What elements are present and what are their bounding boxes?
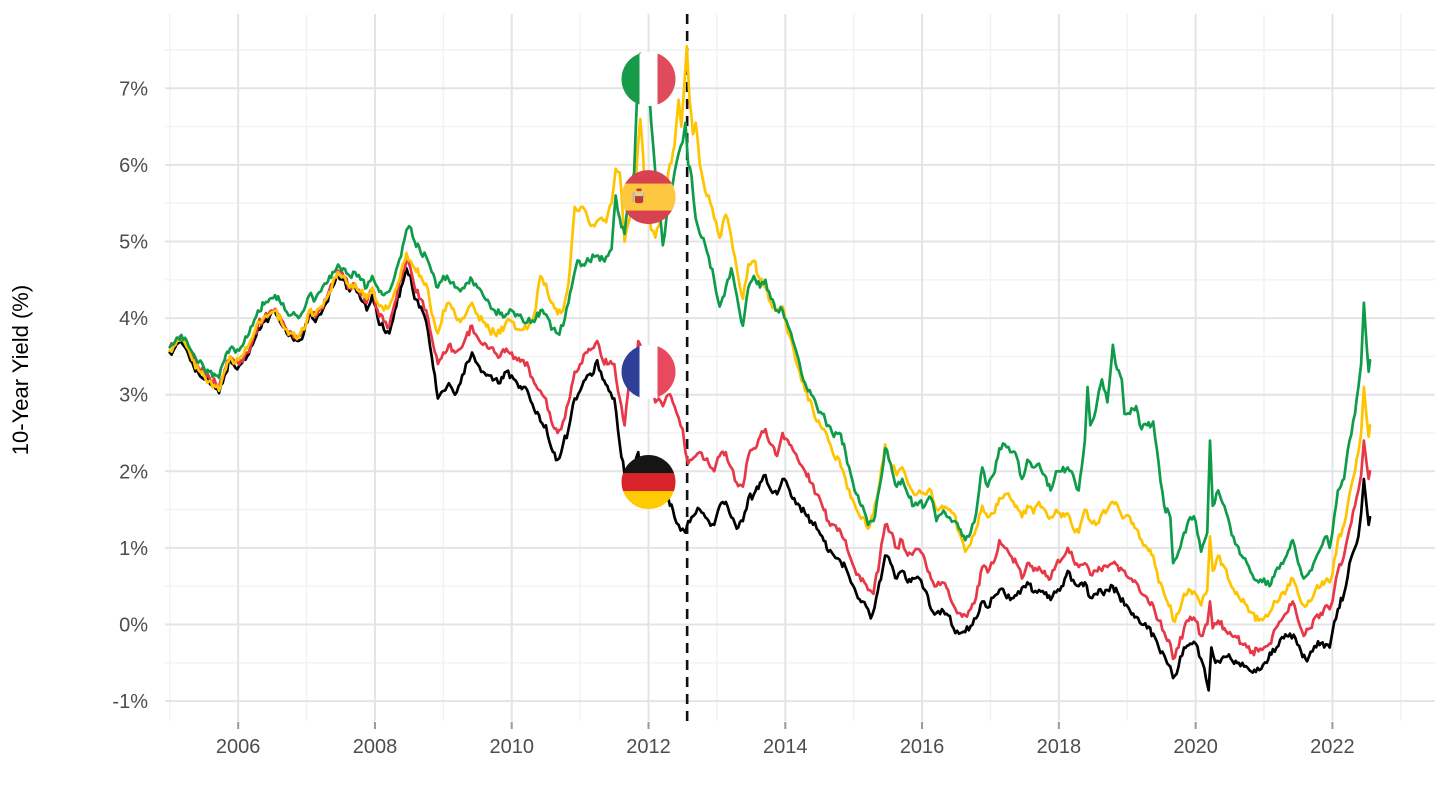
x-axis-tick-label: 2012 xyxy=(626,736,671,758)
y-axis-tick-label: 5% xyxy=(119,231,148,253)
x-axis-ticks xyxy=(237,722,1334,729)
y-axis-tick-label: -1% xyxy=(112,691,148,713)
major-gridlines xyxy=(165,14,1435,721)
x-axis-tick-label: 2010 xyxy=(489,736,534,758)
x-axis-labels: 2006 2008 2010 2012 2014 2016 2018 2020 2022 xyxy=(216,736,1355,758)
country-flag-markers xyxy=(621,52,676,510)
france-flag-icon xyxy=(621,344,676,399)
germany-yield-line xyxy=(168,266,1372,692)
x-axis-tick-label: 2008 xyxy=(353,736,398,758)
y-axis-tick-label: 0% xyxy=(119,614,148,636)
y-axis-tick-label: 6% xyxy=(119,155,148,177)
spain-yield-line xyxy=(168,44,1372,624)
y-axis-tick-label: 1% xyxy=(119,538,148,560)
y-axis-tick-label: 3% xyxy=(119,385,148,407)
y-axis-tick-label: 7% xyxy=(119,78,148,100)
x-axis-tick-label: 2022 xyxy=(1310,736,1355,758)
germany-flag-icon xyxy=(621,455,676,510)
y-axis-labels: 7% 6% 5% 4% 3% 2% 1% 0% -1% xyxy=(112,78,148,713)
x-axis-tick-label: 2016 xyxy=(900,736,945,758)
x-axis-tick-label: 2020 xyxy=(1173,736,1218,758)
italy-yield-line xyxy=(168,52,1372,588)
x-axis-tick-label: 2006 xyxy=(216,736,261,758)
x-axis-tick-label: 2014 xyxy=(763,736,808,758)
y-axis-tick-label: 4% xyxy=(119,308,148,330)
france-yield-line xyxy=(168,259,1372,661)
y-axis-tick-label: 2% xyxy=(119,461,148,483)
yield-lines xyxy=(168,44,1372,692)
y-axis-title: 10-Year Yield (%) xyxy=(8,285,33,455)
italy-flag-icon xyxy=(621,52,676,107)
x-axis-tick-label: 2018 xyxy=(1037,736,1082,758)
